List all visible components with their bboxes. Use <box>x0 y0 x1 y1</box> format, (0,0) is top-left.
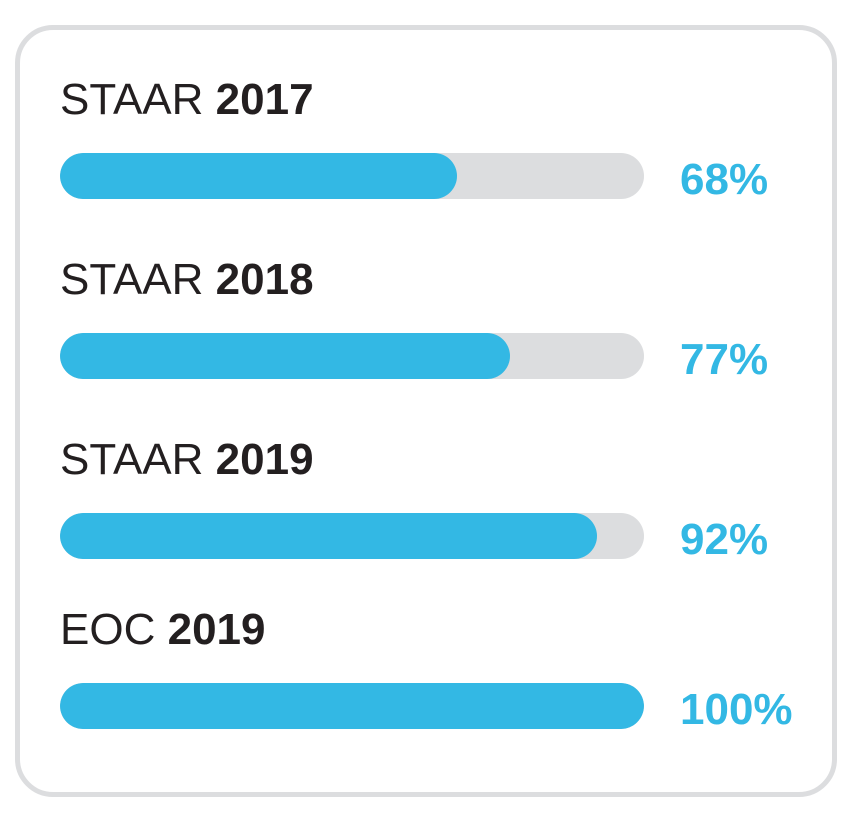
bar-track <box>60 153 644 199</box>
category-label-year: 2018 <box>215 255 314 304</box>
bar-track <box>60 683 644 729</box>
bar-track <box>60 333 644 379</box>
category-label-prefix: STAAR <box>60 255 204 304</box>
bar-track <box>60 513 644 559</box>
bar-fill <box>60 513 598 559</box>
category-label: STAAR 2019 <box>60 435 314 485</box>
bar-row-eoc-2019: EOC 2019 100% <box>20 605 832 755</box>
category-label-prefix: STAAR <box>60 75 204 124</box>
bar-value-label: 68% <box>680 155 769 204</box>
category-label: STAAR 2018 <box>60 255 314 305</box>
category-label-prefix: EOC <box>60 605 156 654</box>
bar-fill <box>60 153 458 199</box>
category-label: EOC 2019 <box>60 605 265 655</box>
bar-row-staar-2019: STAAR 2019 92% <box>20 435 832 585</box>
bar-value-label: 100% <box>680 685 793 734</box>
bar-fill <box>60 683 644 729</box>
category-label: STAAR 2017 <box>60 75 314 125</box>
category-label-year: 2019 <box>215 435 314 484</box>
bar-row-staar-2017: STAAR 2017 68% <box>20 75 832 225</box>
bar-row-staar-2018: STAAR 2018 77% <box>20 255 832 405</box>
bar-fill <box>60 333 510 379</box>
bar-value-label: 77% <box>680 335 769 384</box>
category-label-prefix: STAAR <box>60 435 204 484</box>
category-label-year: 2017 <box>215 75 314 124</box>
chart-card: STAAR 2017 68% STAAR 2018 77% STAAR 2019… <box>15 25 837 797</box>
bar-value-label: 92% <box>680 515 769 564</box>
category-label-year: 2019 <box>167 605 266 654</box>
